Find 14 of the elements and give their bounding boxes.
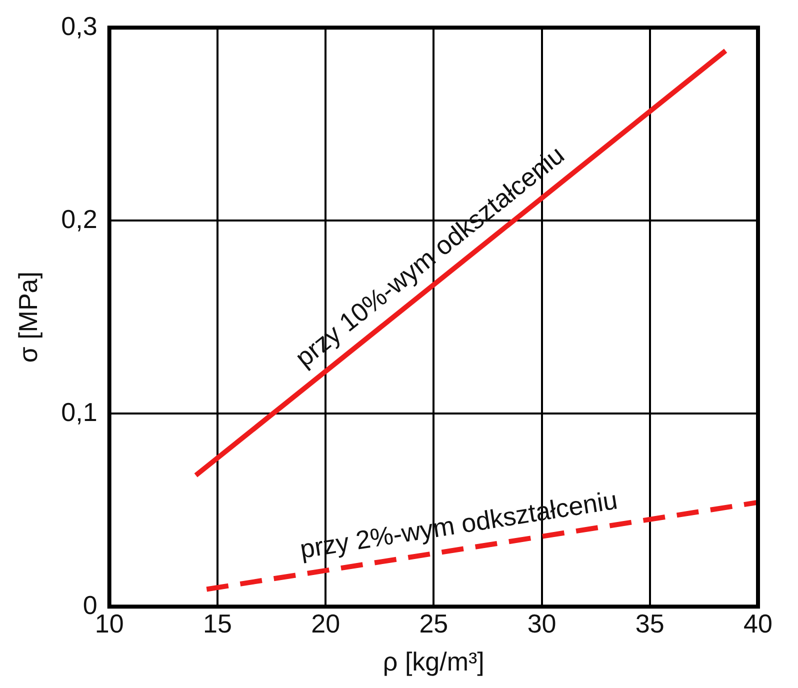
x-tick-label: 10	[94, 608, 124, 638]
y-axis-title: σ [MPa]	[12, 272, 43, 363]
x-tick-label: 20	[311, 608, 340, 638]
x-tick-label: 35	[635, 608, 664, 638]
y-tick-label: 0	[82, 590, 98, 620]
x-tick-label: 25	[419, 608, 448, 638]
x-tick-label: 30	[527, 608, 556, 638]
x-axis-title: ρ [kg/m³]	[382, 646, 484, 677]
y-tick-label: 0,2	[61, 204, 98, 234]
y-tick-label: 0,3	[61, 10, 98, 41]
y-tick-label: 0,1	[61, 396, 98, 427]
x-tick-label: 40	[744, 608, 772, 638]
text: przy 2%-wym odkształceniu	[298, 484, 620, 564]
x-tick-label: 15	[202, 608, 232, 638]
